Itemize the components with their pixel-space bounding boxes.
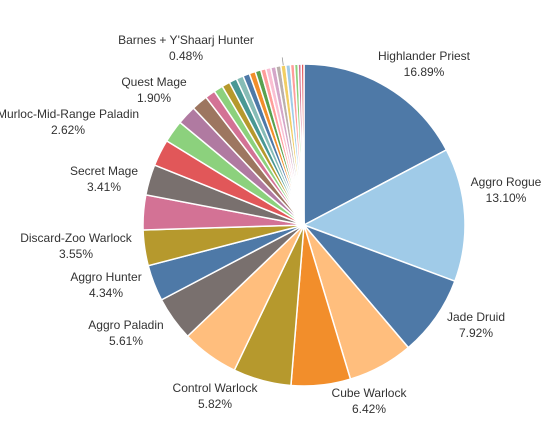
slice-value-label: 1.90% [137,91,171,105]
slice-value-label: 3.41% [87,180,121,194]
slice-name-label: Highlander Priest [378,49,471,63]
pie-slices [142,63,466,387]
slice-name-label: Aggro Paladin [88,318,163,332]
slice-value-label: 4.34% [89,286,123,300]
pie-slice [300,63,305,226]
leader-lines [281,57,284,66]
slice-name-label: Jade Druid [447,310,505,324]
slice-value-label: 16.89% [404,65,445,79]
slice-value-label: 3.55% [59,247,93,261]
slice-name-label: Cube Warlock [332,386,408,400]
slice-value-label: 2.62% [51,123,85,137]
slice-name-label: Discard-Zoo Warlock [20,231,133,245]
pie-slice [303,63,448,227]
slice-value-label: 5.82% [198,397,232,411]
slice-name-label: Control Warlock [173,381,259,395]
slice-labels: Highlander Priest 16.89% Aggro Rogue 13.10%… [0,33,542,416]
slice-name-label: Murloc-Mid-Range Paladin [0,107,139,121]
slice-name-label: Barnes + Y'Shaarj Hunter [118,33,254,47]
slice-value-label: 6.42% [352,402,386,416]
slice-value-label: 5.61% [109,334,143,348]
pie-slice [302,148,466,283]
slice-value-label: 13.10% [486,191,527,205]
slice-value-label: 7.92% [459,326,493,340]
leader-line [281,57,284,66]
slice-name-label: Secret Mage [70,164,138,178]
slice-value-label: 0.48% [169,49,203,63]
slice-name-label: Aggro Rogue [471,175,542,189]
slice-name-label: Aggro Hunter [70,270,141,284]
slice-name-label: Quest Mage [121,75,187,89]
